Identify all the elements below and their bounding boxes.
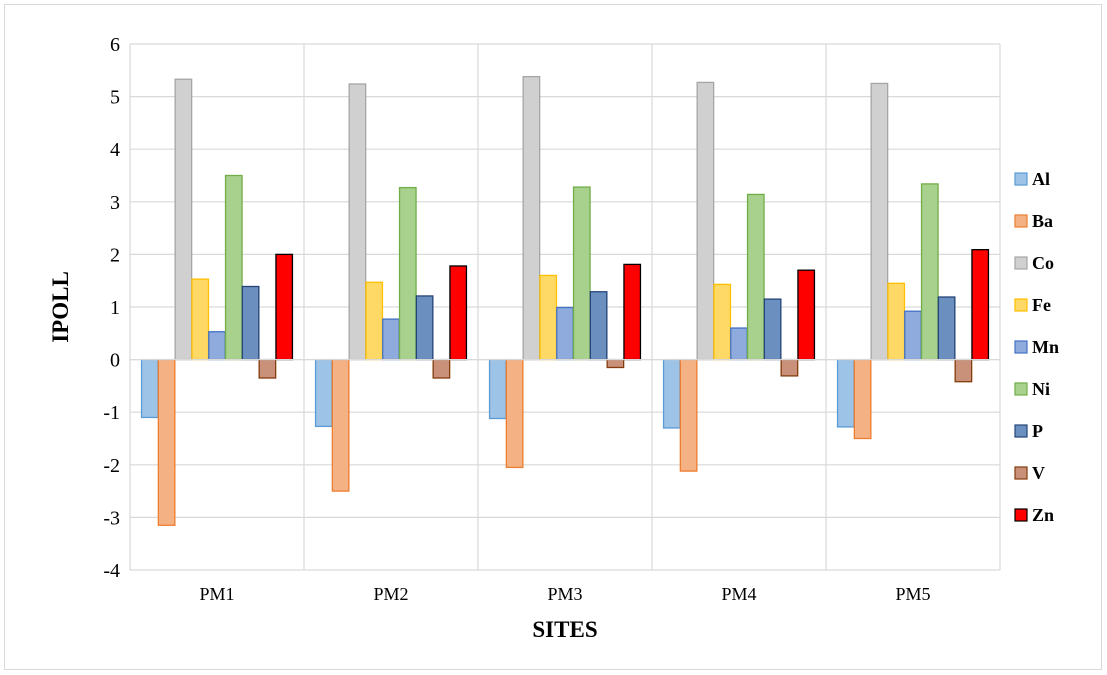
x-tick-label: PM2 — [373, 584, 408, 604]
y-tick-label: -2 — [103, 455, 120, 477]
x-tick-label: PM3 — [547, 584, 582, 604]
legend: Al Ba Co Fe Mn Ni P V Zn — [1014, 169, 1059, 525]
bar-v-pm1 — [258, 358, 277, 379]
bar-p-pm1 — [241, 285, 260, 361]
y-tick-label: -3 — [103, 507, 120, 529]
bar-fe-pm2 — [365, 281, 384, 361]
bar-zn-pm5 — [971, 249, 990, 361]
bar-mn-pm3 — [556, 306, 574, 361]
legend-swatch-zn — [1014, 508, 1028, 522]
bar-mn-pm1 — [208, 331, 226, 361]
bar-ni-pm5 — [920, 183, 939, 361]
category-separators — [129, 44, 1001, 570]
bar-ba-pm5 — [853, 358, 872, 440]
y-tick-label: 2 — [110, 244, 120, 266]
bar-mn-pm5 — [904, 310, 922, 361]
y-tick-label: 1 — [110, 297, 120, 319]
bar-p-pm4 — [763, 298, 782, 361]
legend-swatch-al — [1014, 172, 1028, 186]
bar-v-pm5 — [954, 358, 973, 383]
legend-label-ni: Ni — [1032, 379, 1050, 399]
legend-label-ba: Ba — [1032, 211, 1053, 231]
x-tick-label: PM4 — [721, 584, 756, 604]
legend-label-zn: Zn — [1032, 505, 1054, 525]
bar-fe-pm5 — [887, 282, 906, 361]
legend-label-mn: Mn — [1032, 337, 1059, 357]
bar-al-pm2 — [314, 358, 333, 428]
bar-zn-pm4 — [797, 269, 816, 361]
legend-swatch-ni — [1014, 382, 1028, 396]
bar-zn-pm1 — [275, 253, 294, 361]
bar-al-pm4 — [662, 358, 681, 429]
legend-label-co: Co — [1032, 253, 1054, 273]
legend-swatch-fe — [1014, 298, 1028, 312]
y-tick-label: 5 — [110, 87, 120, 109]
bar-al-pm3 — [488, 358, 507, 420]
bar-zn-pm2 — [449, 265, 468, 361]
bar-mn-pm2 — [382, 318, 400, 361]
bar-ba-pm2 — [331, 358, 350, 492]
bar-co-pm3 — [522, 75, 541, 361]
legend-label-v: V — [1032, 463, 1045, 483]
bar-ba-pm1 — [157, 358, 176, 526]
y-tick-label: 6 — [110, 34, 120, 56]
bar-ni-pm1 — [224, 174, 243, 361]
x-tick-label: PM5 — [895, 584, 930, 604]
bar-v-pm4 — [780, 358, 799, 377]
bar-p-pm2 — [415, 295, 434, 361]
legend-swatch-co — [1014, 256, 1028, 270]
bar-p-pm5 — [937, 296, 956, 361]
bar-co-pm4 — [696, 81, 715, 361]
bar-al-pm1 — [140, 358, 159, 419]
legend-swatch-v — [1014, 466, 1028, 480]
x-axis-ticks: PM1 PM2 PM3 PM4 PM5 — [199, 584, 930, 604]
bar-v-pm3 — [606, 358, 625, 369]
x-tick-label: PM1 — [199, 584, 234, 604]
legend-swatch-ba — [1014, 214, 1028, 228]
y-tick-label: 3 — [110, 192, 120, 214]
legend-label-al: Al — [1032, 169, 1050, 189]
bar-co-pm2 — [348, 83, 367, 361]
legend-label-p: P — [1032, 421, 1043, 441]
y-tick-label: 0 — [110, 350, 120, 372]
bar-p-pm3 — [589, 291, 608, 361]
y-tick-label: -1 — [103, 402, 120, 424]
bar-co-pm5 — [870, 82, 889, 361]
y-axis-ticks: 6 5 4 3 2 1 0 -1 -2 -3 -4 — [103, 34, 120, 582]
bar-ni-pm3 — [572, 186, 591, 361]
bar-fe-pm4 — [713, 283, 732, 361]
legend-swatch-mn — [1014, 340, 1028, 354]
y-axis-title: IPOLL — [48, 271, 73, 343]
legend-swatch-p — [1014, 424, 1028, 438]
x-axis-title: SITES — [532, 617, 597, 642]
bar-ba-pm3 — [505, 358, 524, 469]
bar-ni-pm2 — [398, 186, 417, 361]
y-tick-label: -4 — [103, 560, 120, 582]
legend-label-fe: Fe — [1032, 295, 1051, 315]
bar-mn-pm4 — [730, 327, 748, 361]
bar-fe-pm1 — [191, 278, 210, 361]
bars — [140, 75, 990, 526]
bar-al-pm5 — [836, 358, 855, 428]
bar-co-pm1 — [174, 78, 193, 361]
bar-fe-pm3 — [539, 274, 558, 361]
bar-v-pm2 — [432, 358, 451, 379]
bar-zn-pm3 — [623, 263, 642, 361]
bar-ba-pm4 — [679, 358, 698, 472]
bar-ni-pm4 — [746, 193, 765, 361]
y-tick-label: 4 — [110, 139, 120, 161]
